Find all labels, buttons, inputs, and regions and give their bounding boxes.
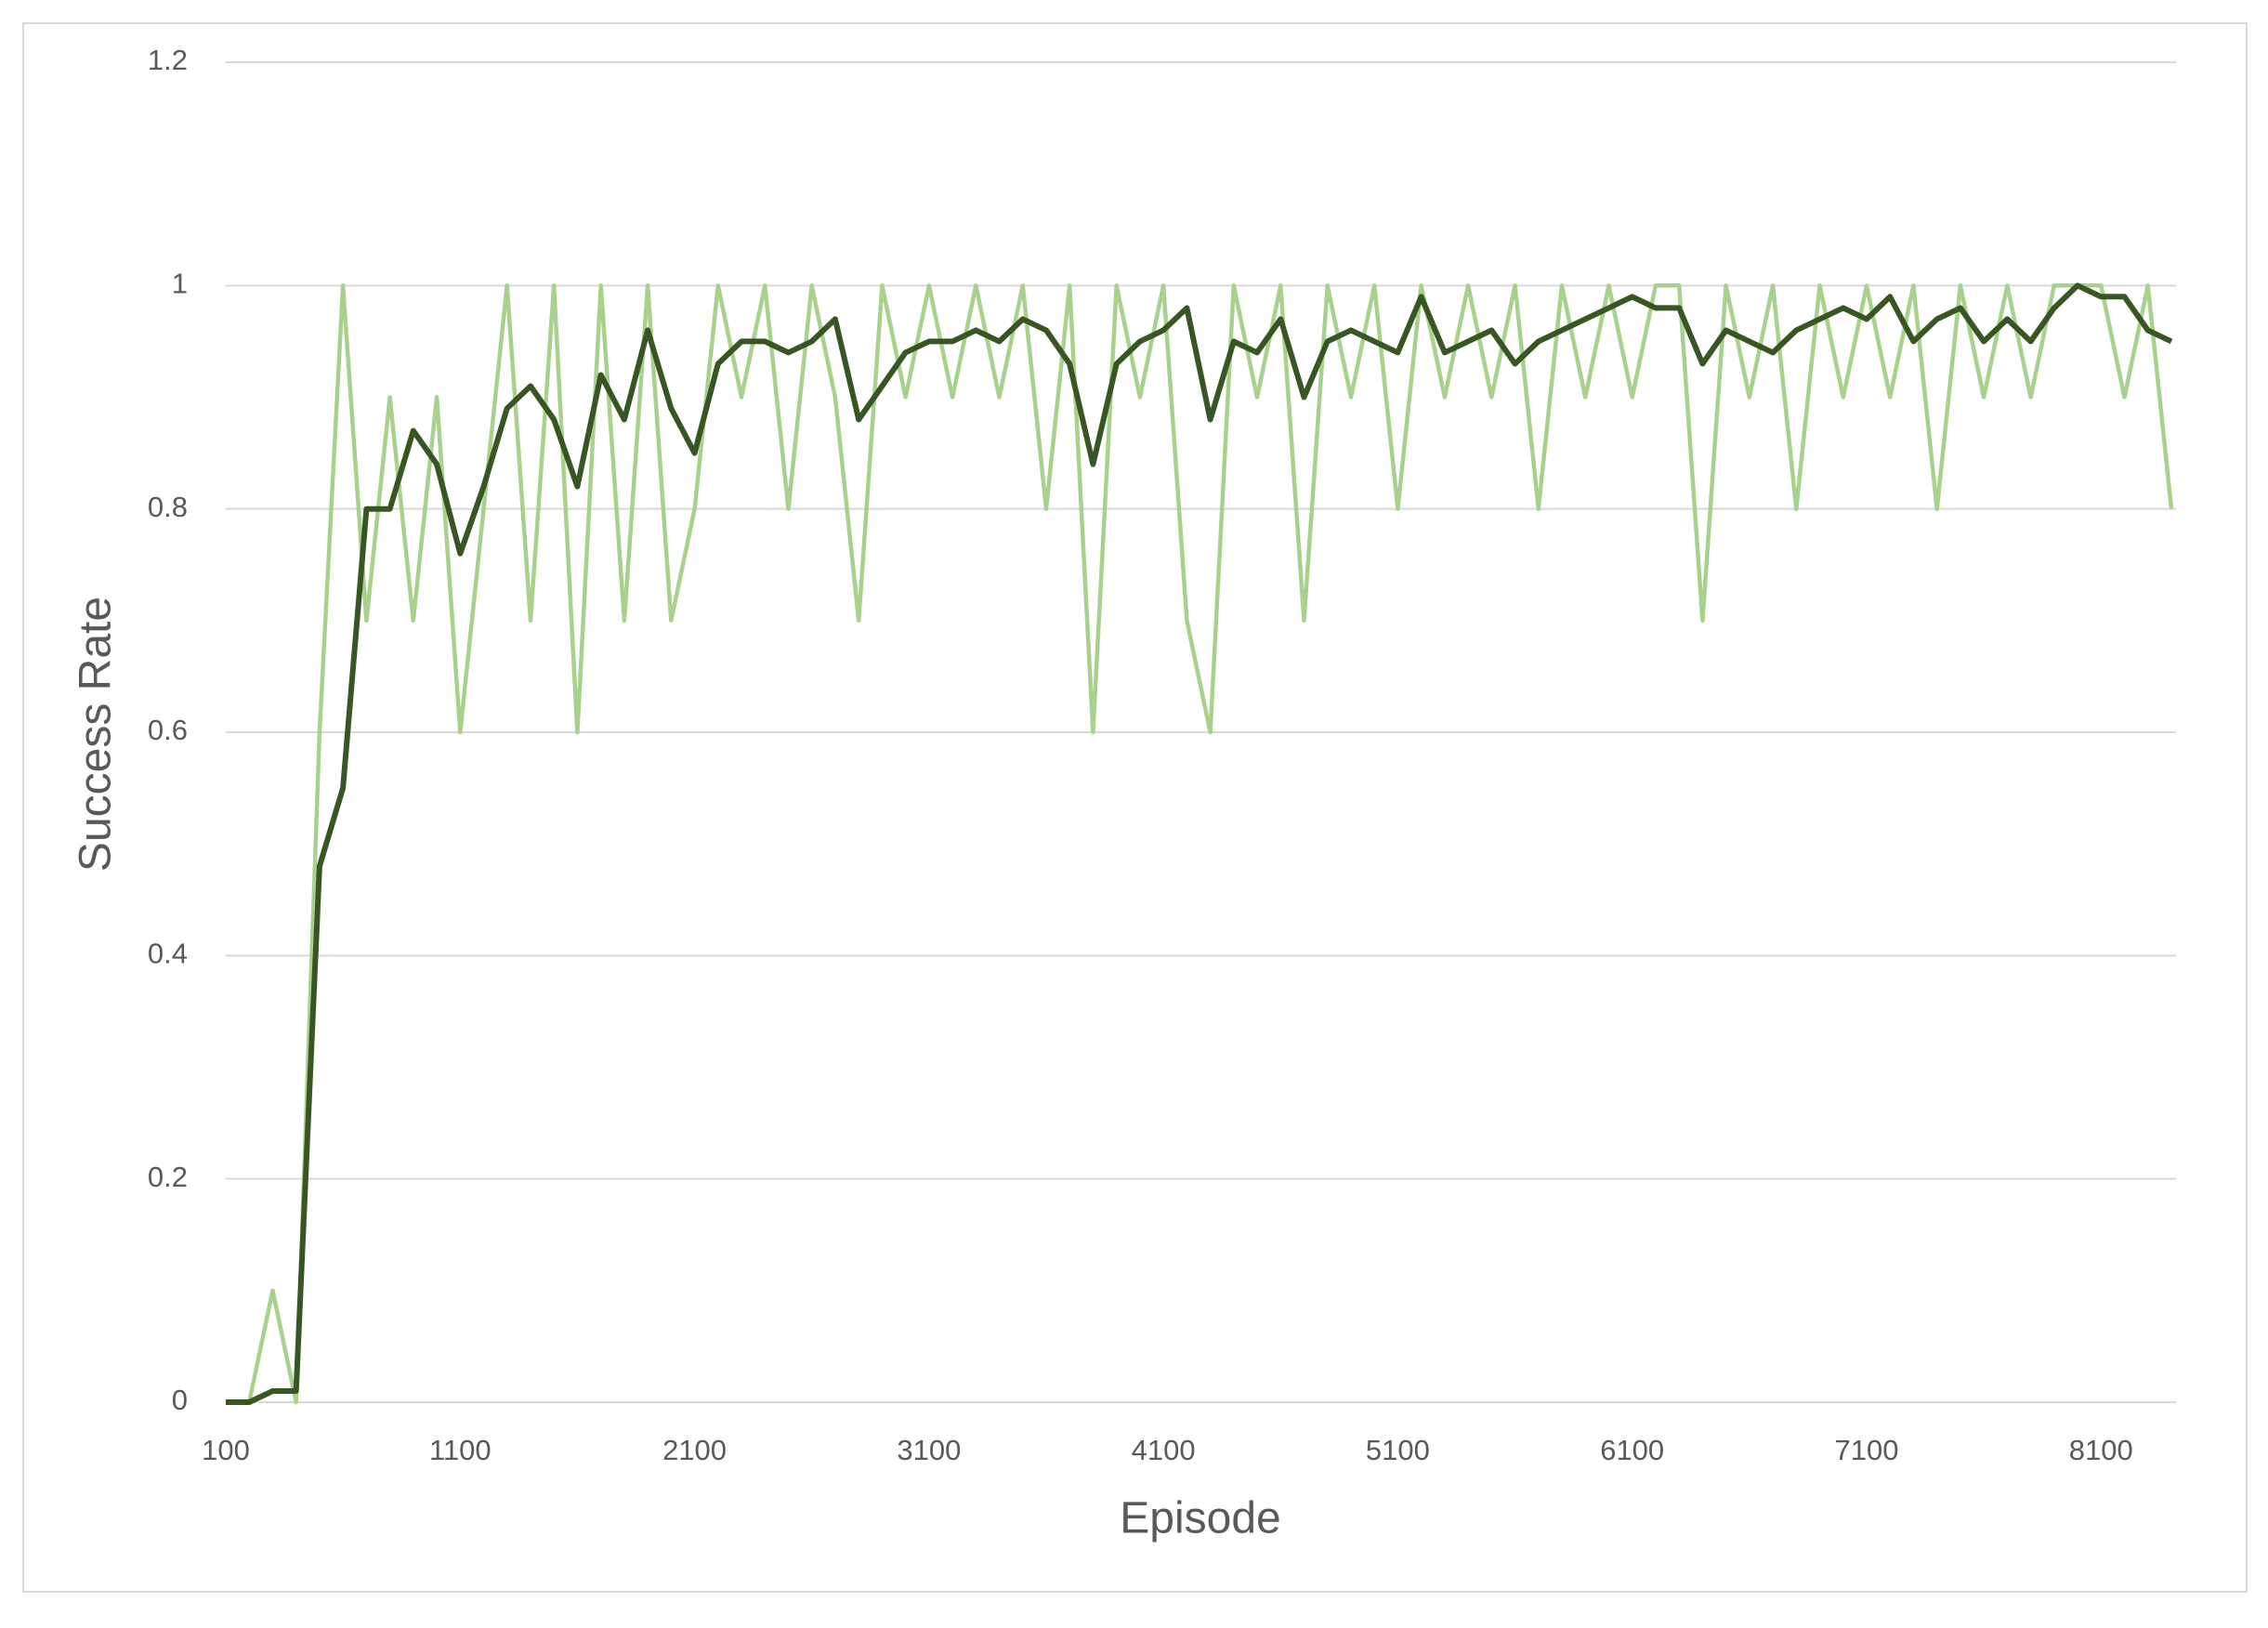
x-tick-label: 8100	[2069, 1434, 2133, 1466]
chart-border	[22, 22, 2248, 1593]
x-tick-label: 7100	[1835, 1434, 1899, 1466]
x-tick-label: 6100	[1600, 1434, 1664, 1466]
x-tick-label: 4100	[1132, 1434, 1196, 1466]
y-tick-label: 0.6	[148, 714, 188, 746]
y-tick-label: 1	[172, 268, 188, 300]
y-tick-label: 1.2	[148, 44, 188, 76]
y-axis-title: Success Rate	[72, 597, 121, 872]
x-axis-title: Episode	[1120, 1494, 1280, 1543]
y-tick-label: 0.4	[148, 938, 188, 970]
data-line	[226, 283, 2174, 1405]
y-tick-label: 0	[172, 1384, 188, 1416]
y-tick-label: 0.2	[148, 1161, 188, 1193]
x-tick-label: 5100	[1366, 1434, 1430, 1466]
y-tick-label: 0.8	[148, 491, 188, 523]
x-tick-label: 1100	[429, 1434, 492, 1466]
x-tick-label: 2100	[662, 1434, 727, 1466]
data-line	[226, 282, 2173, 1405]
x-tick-label: 3100	[897, 1434, 961, 1466]
x-tick-label: 100	[202, 1434, 250, 1466]
